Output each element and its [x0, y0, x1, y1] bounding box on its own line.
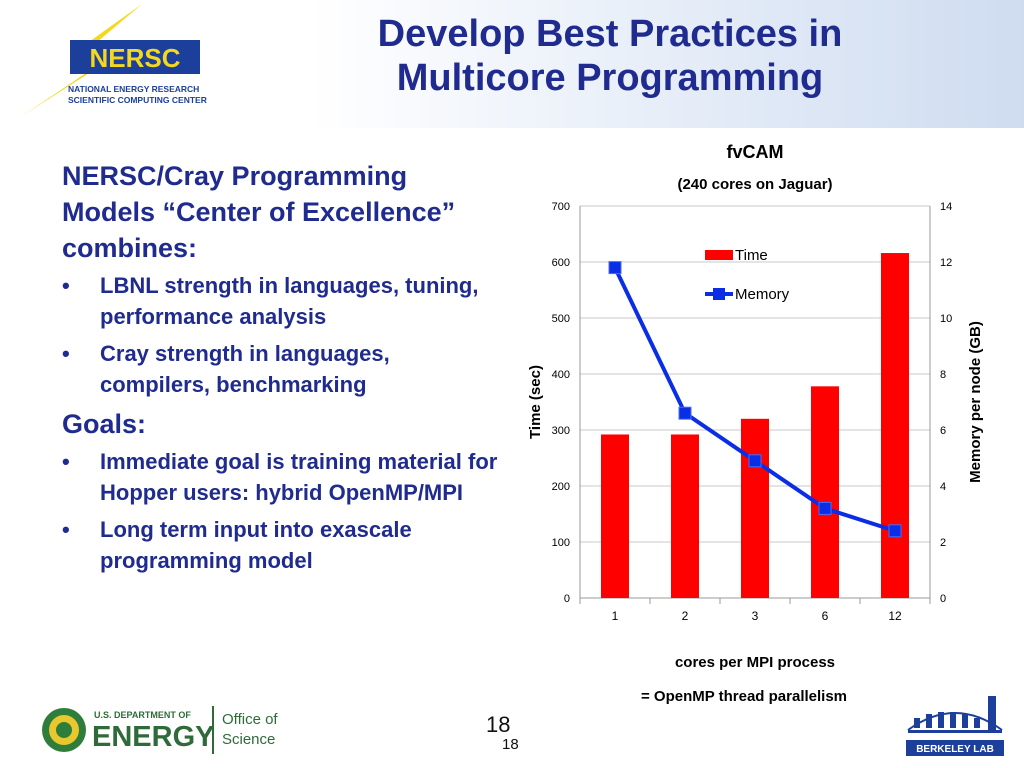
office-line2-text: Science	[222, 731, 275, 748]
doe-dept-text: U.S. DEPARTMENT OF	[94, 710, 191, 720]
y-tick-label: 700	[552, 201, 570, 213]
doe-divider	[212, 706, 214, 754]
bar-time	[741, 418, 769, 598]
lead-paragraph: NERSC/Cray Programming Models “Center of…	[62, 161, 456, 263]
slide-title-line1: Develop Best Practices in	[377, 13, 843, 55]
legend-label-memory: Memory	[735, 286, 790, 303]
y2-tick-label: 0	[940, 593, 946, 605]
slide-title-line2: Multicore Programming	[396, 57, 824, 99]
legend-swatch-time	[705, 250, 733, 260]
point-memory	[678, 406, 692, 420]
berkeley-lab-text: BERKELEY LAB	[916, 744, 994, 755]
bullet-text: Immediate goal is training material for …	[100, 449, 498, 505]
y-tick-label: 600	[552, 257, 570, 269]
berkeley-lab-logo: BERKELEY LAB	[906, 696, 1004, 756]
doe-energy-text: ENERGY	[92, 721, 214, 753]
x-axis-label: cores per MPI process	[675, 654, 835, 671]
y-tick-label: 400	[552, 369, 570, 381]
x-tick-label: 2	[682, 609, 689, 623]
page-number: 18	[486, 712, 511, 737]
nersc-logo: NERSC NATIONAL ENERGY RESEARCH SCIENTIFI…	[22, 4, 207, 116]
office-line1-text: Office of	[222, 711, 278, 728]
y-tick-label: 0	[564, 593, 570, 605]
point-memory	[608, 261, 622, 275]
bullet-item: • LBNL strength in languages, tuning, per…	[62, 270, 502, 332]
bar-time	[601, 434, 629, 598]
chart-subtitle: (240 cores on Jaguar)	[677, 176, 832, 193]
bullet-text: LBNL strength in languages, tuning, perf…	[100, 273, 479, 329]
x-tick-label: 12	[888, 609, 902, 623]
x-tick-label: 6	[822, 609, 829, 623]
y-axis-label: Time (sec)	[527, 365, 544, 439]
bullet-glyph: •	[62, 449, 70, 474]
y2-axis-label: Memory per node (GB)	[967, 321, 984, 483]
x-tick-label: 1	[612, 609, 619, 623]
bullet-glyph: •	[62, 273, 70, 298]
x-axis-label-secondary: = OpenMP thread parallelism	[641, 688, 847, 705]
y2-tick-label: 14	[940, 201, 952, 213]
page-number-small: 18	[502, 736, 519, 753]
y-tick-label: 300	[552, 425, 570, 437]
bullet-item: • Immediate goal is training material for…	[62, 446, 502, 508]
bar-time	[881, 253, 909, 598]
x-tick-label: 3	[752, 609, 759, 623]
y2-tick-label: 10	[940, 313, 952, 325]
bullet-glyph: •	[62, 341, 70, 366]
point-memory	[748, 454, 762, 468]
bullet-item: • Long term input into exascale programmi…	[62, 514, 502, 576]
legend-label-time: Time	[735, 247, 768, 264]
body-text: NERSC/Cray Programming Models “Center of…	[62, 158, 502, 582]
y2-tick-label: 12	[940, 257, 952, 269]
chart-title: fvCAM	[727, 142, 784, 162]
nersc-logo-box	[70, 40, 200, 74]
bullet-glyph: •	[62, 517, 70, 542]
y2-tick-label: 4	[940, 481, 946, 493]
fvcam-chart: fvCAM(240 cores on Jaguar)01002003004005…	[527, 142, 984, 705]
y-tick-label: 200	[552, 481, 570, 493]
point-memory	[888, 524, 902, 538]
goals-heading: Goals:	[62, 409, 147, 439]
nersc-logo-line2: SCIENTIFIC COMPUTING CENTER	[68, 95, 207, 105]
bar-time	[811, 386, 839, 598]
bullet-item: • Cray strength in languages, compilers, …	[62, 338, 502, 400]
nersc-logo-line1: NATIONAL ENERGY RESEARCH	[68, 84, 199, 94]
y2-tick-label: 6	[940, 425, 946, 437]
point-memory	[818, 501, 832, 515]
nersc-logo-text: NERSC	[89, 43, 180, 73]
bullet-text: Long term input into exascale programmin…	[100, 517, 412, 573]
y2-tick-label: 2	[940, 537, 946, 549]
slide-title: Develop Best Practices in Multicore Prog…	[280, 12, 940, 100]
berkeley-tower-icon	[988, 696, 996, 730]
bullet-text: Cray strength in languages, compilers, b…	[100, 341, 390, 397]
doe-logo: U.S. DEPARTMENT OF ENERGY Office of Scie…	[42, 706, 278, 754]
y2-tick-label: 8	[940, 369, 946, 381]
bar-time	[671, 434, 699, 598]
y-tick-label: 100	[552, 537, 570, 549]
y-tick-label: 500	[552, 313, 570, 325]
legend-swatch-memory-marker	[713, 288, 725, 300]
